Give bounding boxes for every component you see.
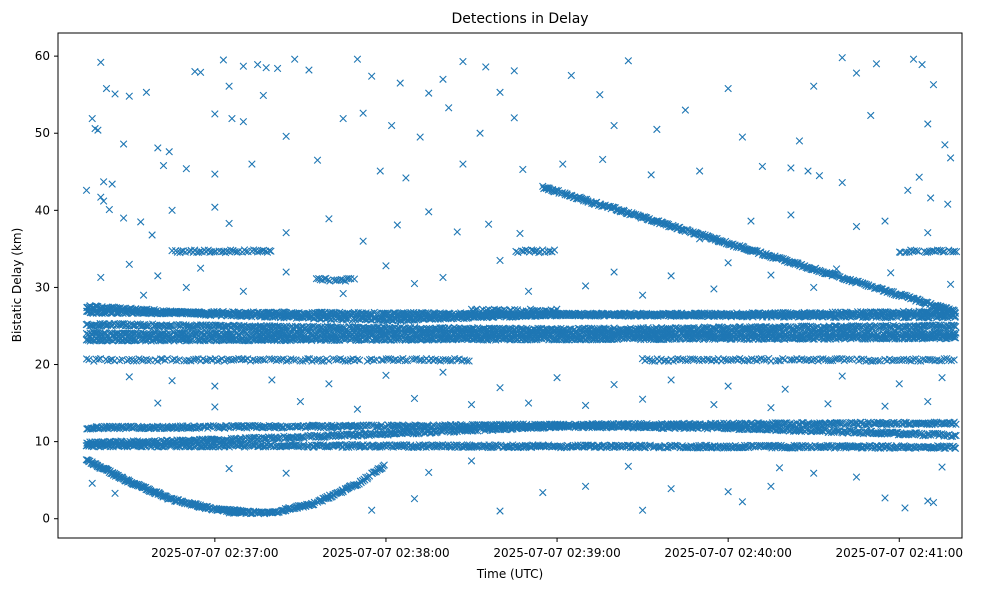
data-point <box>841 275 849 283</box>
data-point <box>310 500 318 509</box>
data-points <box>82 53 961 518</box>
data-point <box>380 461 388 469</box>
data-point <box>243 507 252 516</box>
data-point <box>246 509 255 518</box>
data-point <box>378 464 386 472</box>
data-point <box>856 278 865 286</box>
data-point <box>310 498 319 507</box>
data-point <box>561 191 569 199</box>
data-point <box>331 489 339 498</box>
data-point <box>828 270 837 278</box>
chart-title: Detections in Delay <box>451 11 588 27</box>
data-point <box>369 468 378 476</box>
data-point <box>866 282 875 291</box>
data-point <box>854 277 862 285</box>
